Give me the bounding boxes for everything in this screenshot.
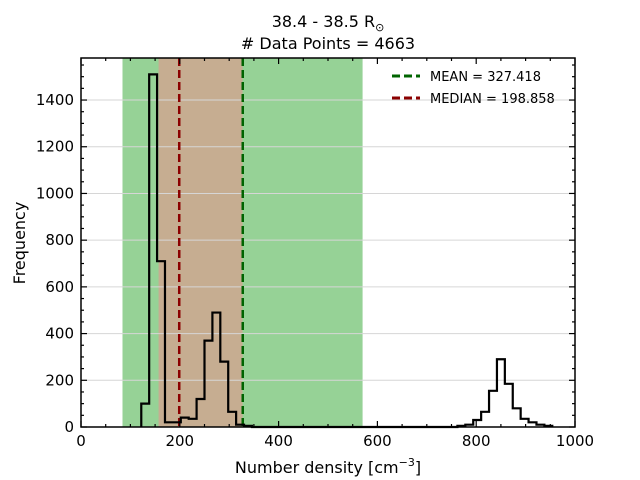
gridlines (81, 99, 575, 428)
statistic-lines (177, 58, 244, 427)
y-tick-label-200: 200 (45, 371, 74, 389)
x-tick-label-0: 0 (76, 432, 86, 450)
x-tick-label-800: 800 (462, 432, 491, 450)
title-line-1: 38.4 - 38.5 R⊙ (272, 12, 385, 34)
y-tick-label-1000: 1000 (36, 184, 74, 202)
y-tick-label-1200: 1200 (36, 138, 74, 156)
axis-ticks (80, 58, 576, 428)
x-tick-labels: 0 200 400 600 800 1000 (76, 432, 594, 450)
legend-entry-median: MEDIAN = 198.858 (392, 92, 555, 107)
shaded-region-2 (158, 58, 243, 427)
y-tick-labels: 0 200 400 600 800 1000 1200 1400 (36, 91, 74, 436)
y-tick-label-800: 800 (45, 231, 74, 249)
y-tick-label-0: 0 (64, 418, 74, 436)
legend-entry-mean: MEAN = 327.418 (392, 70, 541, 85)
y-tick-label-600: 600 (45, 278, 74, 296)
x-tick-label-200: 200 (165, 432, 194, 450)
x-tick-label-1000: 1000 (556, 432, 594, 450)
legend: MEAN = 327.418 MEDIAN = 198.858 (392, 70, 555, 107)
legend-label-mean: MEAN = 327.418 (430, 70, 541, 85)
y-axis-label: Frequency (10, 202, 29, 285)
x-tick-label-600: 600 (363, 432, 392, 450)
chart-title: 38.4 - 38.5 R⊙ # Data Points = 4663 (241, 12, 415, 53)
y-tick-label-400: 400 (45, 325, 74, 343)
y-tick-label-1400: 1400 (36, 91, 74, 109)
x-axis-label: Number density [cm−3] (235, 456, 421, 477)
x-tick-label-400: 400 (264, 432, 293, 450)
legend-label-median: MEDIAN = 198.858 (430, 92, 555, 107)
title-line-2: # Data Points = 4663 (241, 34, 415, 53)
